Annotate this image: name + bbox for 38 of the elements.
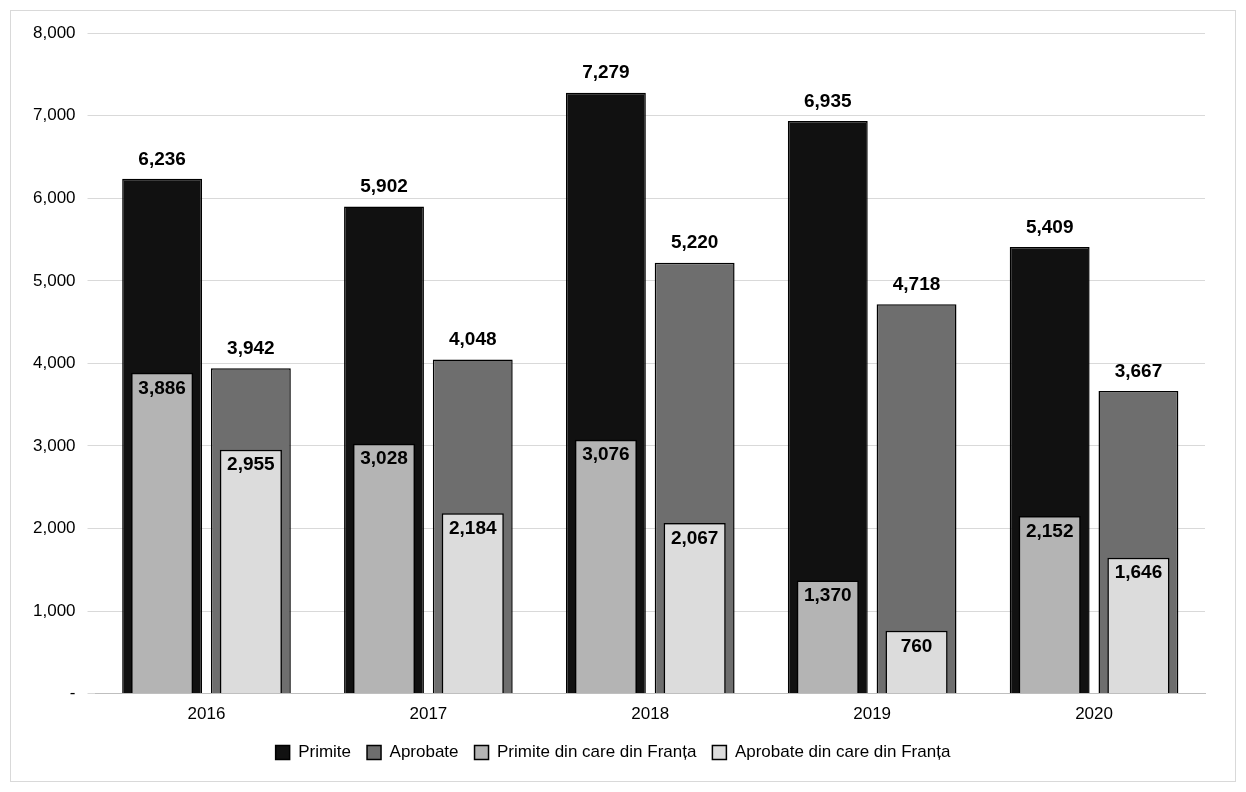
y-tick-label: 8,000 (32, 22, 76, 42)
data-label: 1,370 (804, 584, 852, 606)
data-label: 5,902 (360, 175, 408, 197)
legend-label: Aprobate din care din Franța (734, 742, 951, 762)
y-tick-label: 2,000 (32, 518, 76, 538)
data-label: 5,409 (1025, 215, 1074, 237)
legend-label: Aprobate (389, 742, 459, 762)
data-label: 3,667 (1114, 359, 1163, 381)
data-label: 2,184 (448, 517, 497, 539)
data-label: 4,718 (892, 272, 941, 294)
data-label: 6,935 (804, 89, 852, 111)
data-label: 3,942 (227, 336, 275, 358)
data-label: 4,048 (448, 328, 497, 350)
data-label: 6,236 (138, 147, 186, 169)
data-label: 3,028 (360, 447, 408, 469)
data-label: 7,279 (582, 61, 630, 83)
data-label: 2,067 (670, 526, 719, 548)
y-tick-label: 3,000 (32, 435, 76, 455)
x-tick-label: 2020 (1075, 704, 1113, 724)
y-tick-label: 4,000 (32, 353, 76, 373)
data-label: 5,220 (670, 231, 719, 253)
y-tick-label: 7,000 (32, 105, 76, 125)
y-tick-label: 1,000 (32, 600, 76, 620)
data-label: 1,646 (1114, 561, 1163, 583)
x-tick-label: 2018 (631, 704, 670, 724)
x-tick-label: 2017 (409, 704, 448, 724)
data-label: 3,886 (138, 376, 186, 398)
x-tick-label: 2016 (187, 704, 226, 724)
data-label: 2,955 (227, 453, 276, 475)
y-tick-label: 6,000 (32, 187, 76, 207)
y-tick-label: 5,000 (32, 270, 76, 290)
data-label: 2,152 (1025, 519, 1074, 541)
legend-label: Primite (298, 742, 352, 762)
legend-label: Primite din care din Franța (497, 742, 697, 762)
x-tick-label: 2019 (853, 704, 892, 724)
data-label: 760 (900, 634, 933, 656)
data-label: 3,076 (582, 443, 630, 465)
y-tick-label: - (69, 683, 76, 703)
